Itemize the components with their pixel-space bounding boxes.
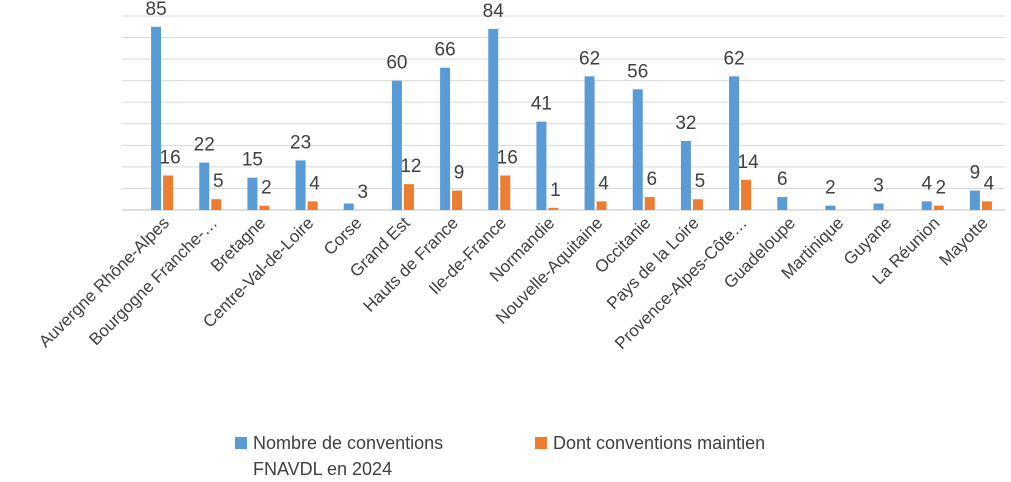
legend-label-conventions-line1: Nombre de conventions <box>253 433 444 453</box>
bar-maintien <box>307 201 318 210</box>
data-label-conventions: 23 <box>290 132 311 153</box>
data-label-conventions: 84 <box>483 1 505 22</box>
data-label-conventions: 2 <box>825 178 836 199</box>
bar-conventions <box>440 67 451 210</box>
bar-conventions <box>488 28 499 210</box>
data-label-maintien: 6 <box>646 169 657 190</box>
data-label-conventions: 56 <box>627 61 648 82</box>
data-label-conventions: 32 <box>675 113 696 134</box>
bar-conventions <box>632 89 643 210</box>
data-label-conventions: 9 <box>970 163 981 184</box>
bar-maintien <box>596 201 607 210</box>
bar-conventions <box>295 160 306 210</box>
category-label: Mayotte <box>936 213 992 269</box>
legend-label-maintien: Dont conventions maintien <box>553 433 766 453</box>
bar-maintien <box>259 205 270 210</box>
data-label-conventions: 62 <box>579 48 600 69</box>
data-label-conventions: 66 <box>435 40 456 61</box>
bar-maintien <box>644 197 655 210</box>
bar-conventions <box>969 190 980 210</box>
bar-maintien <box>452 190 463 210</box>
bar-conventions <box>343 203 354 210</box>
bar-conventions <box>247 177 258 210</box>
data-label-maintien: 9 <box>454 163 465 184</box>
data-label-maintien: 14 <box>738 152 760 173</box>
bar-maintien <box>500 175 511 210</box>
bar-maintien <box>741 179 752 210</box>
data-label-conventions: 3 <box>873 176 884 197</box>
bar-conventions <box>536 121 547 210</box>
bar-conventions <box>151 26 162 211</box>
bar-conventions <box>873 203 884 210</box>
legend: Nombre de conventions FNAVDL en 2024 Don… <box>233 430 853 480</box>
bar-maintien <box>692 199 703 210</box>
bar-maintien <box>163 175 174 210</box>
bar-conventions <box>391 80 402 211</box>
data-label-maintien: 4 <box>598 173 609 194</box>
data-label-maintien: 16 <box>160 148 181 169</box>
data-label-conventions: 6 <box>777 169 788 190</box>
data-label-maintien: 16 <box>497 148 518 169</box>
data-label-conventions: 60 <box>386 53 407 74</box>
legend-swatch-maintien <box>535 437 547 449</box>
legend-label-conventions-line2: FNAVDL en 2024 <box>253 459 393 479</box>
data-label-conventions: 62 <box>724 48 745 69</box>
bar-maintien <box>403 184 414 210</box>
bar-maintien <box>981 201 992 210</box>
data-label-maintien: 5 <box>695 171 706 192</box>
bar-conventions <box>777 197 788 210</box>
bar-conventions <box>680 141 691 210</box>
data-label-conventions: 85 <box>146 0 167 20</box>
bar-conventions <box>825 205 836 210</box>
data-label-maintien: 2 <box>261 178 272 199</box>
bar-maintien <box>933 205 944 210</box>
data-label-maintien: 2 <box>935 178 946 199</box>
legend-swatch-conventions <box>235 437 247 449</box>
data-label-maintien: 3 <box>357 182 368 203</box>
bar-conventions <box>199 162 210 210</box>
data-label-conventions: 22 <box>194 135 215 156</box>
data-label-conventions: 4 <box>921 173 932 194</box>
data-label-conventions: 41 <box>531 94 552 115</box>
data-label-maintien: 4 <box>984 173 995 194</box>
legend-label-conventions: Nombre de conventions FNAVDL en 2024 <box>253 430 443 482</box>
data-label-maintien: 4 <box>309 173 320 194</box>
data-label-maintien: 5 <box>213 171 224 192</box>
category-label: Corse <box>320 213 366 259</box>
bar-conventions <box>729 76 740 210</box>
data-label-maintien: 12 <box>400 156 421 177</box>
bar-conventions <box>921 201 932 210</box>
bar-maintien <box>548 207 559 210</box>
bar-maintien <box>211 199 222 210</box>
bar-conventions <box>584 76 595 210</box>
data-label-conventions: 15 <box>242 150 263 171</box>
data-label-maintien: 1 <box>550 180 561 201</box>
